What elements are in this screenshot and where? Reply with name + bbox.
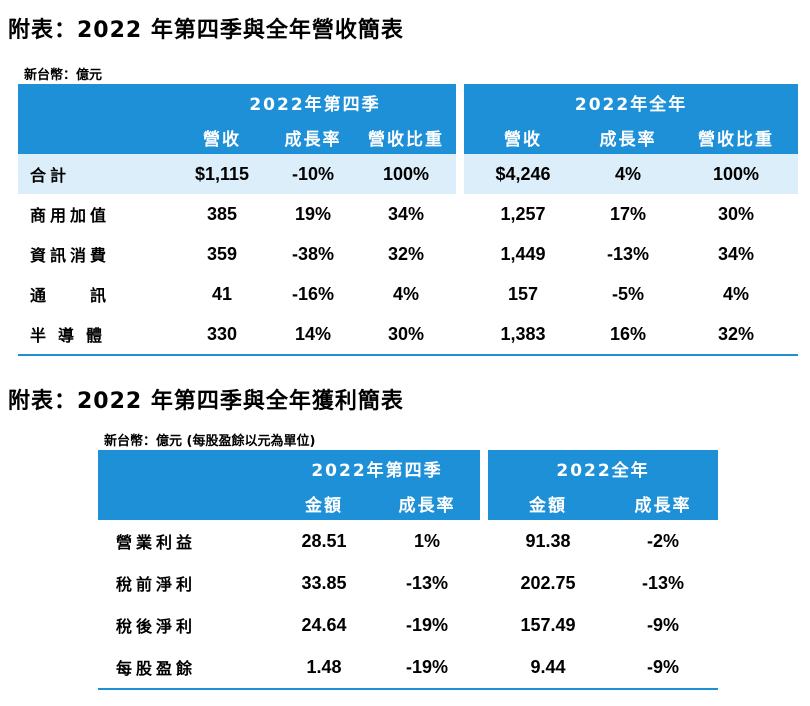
header-fy-amount: 金額 [488, 486, 609, 520]
fy-growth-cell: -2% [647, 530, 680, 551]
fy-growth-cell: -5% [612, 283, 645, 304]
profit-header-row-2: 金額 成長率 金額 成長率 [98, 486, 719, 520]
table-row: 每股盈餘 1.48 -19% 9.44 -9% [98, 646, 719, 690]
row-label: 半導體 [18, 314, 174, 356]
header-q4-amount: 金額 [274, 486, 374, 520]
table-row: 稅後淨利 24.64 -19% 157.49 -9% [98, 604, 718, 646]
header-fy-revenue: 營收 [464, 120, 583, 154]
q4-amount-cell: 33.85 [301, 572, 347, 593]
q4-revenue-cell: 385 [206, 203, 238, 224]
fy-share-cell: 100% [674, 154, 799, 194]
revenue-header-row-2: 營收 成長率 營收比重 營收 成長率 營收比重 [18, 120, 799, 154]
header-full-year: 2022年全年 [464, 84, 799, 120]
q4-growth-cell: 14% [270, 314, 356, 356]
q4-revenue-cell: 41 [211, 283, 233, 304]
row-label: 每股盈餘 [98, 646, 274, 690]
q4-amount-cell: 1.48 [274, 646, 374, 690]
fy-growth-cell: -13% [642, 572, 685, 593]
table-row: 商用加值 385 19% 34% 1,257 17% 30% [18, 194, 798, 234]
q4-growth-cell: 1% [414, 530, 441, 551]
q4-share-cell: 30% [356, 314, 457, 356]
fy-growth-cell: -13% [607, 243, 650, 264]
q4-share-cell: 4% [393, 283, 420, 304]
table-row: 合計 $1,115 -10% 100% $4,246 4% 100% [18, 154, 799, 194]
row-label: 稅前淨利 [116, 575, 197, 594]
fy-share-cell: 32% [674, 314, 799, 356]
header-fy-growth: 成長率 [608, 486, 719, 520]
header-fy-growth: 成長率 [582, 120, 675, 154]
fy-revenue-cell: $4,246 [464, 154, 583, 194]
q4-share-cell: 32% [388, 243, 425, 264]
profit-header-row-1: 2022年第四季 2022全年 [98, 450, 719, 486]
table-row: 稅前淨利 33.85 -13% 202.75 -13% [98, 562, 718, 604]
fy-amount-cell: 91.38 [525, 530, 571, 551]
header-fy-share: 營收比重 [674, 120, 799, 154]
q4-growth-cell: -19% [374, 646, 481, 690]
fy-revenue-cell: 1,257 [500, 203, 546, 224]
revenue-table-title: 附表：2022 年第四季與全年營收簡表 [8, 18, 404, 43]
row-label: 合計 [18, 154, 174, 194]
q4-revenue-cell: 359 [206, 243, 238, 264]
fy-growth-cell: 17% [610, 203, 647, 224]
row-label: 通 訊 [30, 286, 121, 305]
q4-growth-cell: 19% [294, 203, 332, 224]
header-q4-growth: 成長率 [374, 486, 481, 520]
q4-growth-cell: -10% [270, 154, 356, 194]
fy-share-cell: 4% [723, 283, 750, 304]
fy-growth-cell: -9% [608, 646, 719, 690]
header-corner [18, 84, 174, 120]
header-q4: 2022年第四季 [174, 84, 457, 120]
profit-table: 2022年第四季 2022全年 金額 成長率 金額 成長率 營業利益 28.51… [98, 450, 719, 690]
table-row: 資訊消費 359 -38% 32% 1,449 -13% 34% [18, 234, 798, 274]
q4-growth-cell: -38% [291, 243, 335, 264]
fy-amount-cell: 202.75 [520, 572, 576, 593]
q4-amount-cell: 24.64 [301, 614, 347, 635]
revenue-header-row-1: 2022年第四季 2022年全年 [18, 84, 799, 120]
fy-growth-cell: 4% [582, 154, 675, 194]
fy-growth-cell: -9% [647, 614, 680, 635]
q4-share-cell: 100% [356, 154, 457, 194]
fy-amount-cell: 9.44 [488, 646, 609, 690]
table-row: 營業利益 28.51 1% 91.38 -2% [98, 520, 718, 562]
fy-share-cell: 30% [718, 203, 755, 224]
table-row: 半導體 330 14% 30% 1,383 16% 32% [18, 314, 799, 356]
row-label: 商用加值 [30, 206, 111, 225]
revenue-unit-note: 新台幣：億元 [24, 68, 103, 83]
q4-revenue-cell: $1,115 [174, 154, 270, 194]
table-row: 通 訊 41 -16% 4% 157 -5% 4% [18, 274, 798, 314]
fy-revenue-cell: 157 [508, 283, 539, 304]
q4-amount-cell: 28.51 [301, 530, 347, 551]
row-label: 稅後淨利 [116, 617, 197, 636]
fy-revenue-cell: 1,383 [464, 314, 583, 356]
profit-unit-note: 新台幣：億元 (每股盈餘以元為單位) [104, 434, 316, 449]
header-full-year: 2022全年 [488, 450, 719, 486]
header-q4-share: 營收比重 [356, 120, 457, 154]
q4-share-cell: 34% [388, 203, 425, 224]
fy-revenue-cell: 1,449 [500, 243, 546, 264]
q4-growth-cell: -19% [405, 614, 449, 635]
row-label: 營業利益 [116, 533, 197, 552]
fy-share-cell: 34% [718, 243, 755, 264]
header-q4: 2022年第四季 [274, 450, 481, 486]
fy-growth-cell: 16% [582, 314, 675, 356]
q4-revenue-cell: 330 [174, 314, 270, 356]
row-label: 資訊消費 [30, 246, 111, 265]
fy-amount-cell: 157.49 [520, 614, 576, 635]
header-q4-growth: 成長率 [270, 120, 356, 154]
revenue-table: 2022年第四季 2022年全年 營收 成長率 營收比重 營收 成長率 營收比重… [18, 84, 799, 356]
q4-growth-cell: -16% [291, 283, 335, 304]
profit-table-title: 附表：2022 年第四季與全年獲利簡表 [8, 389, 404, 414]
header-q4-revenue: 營收 [174, 120, 270, 154]
q4-growth-cell: -13% [405, 572, 449, 593]
